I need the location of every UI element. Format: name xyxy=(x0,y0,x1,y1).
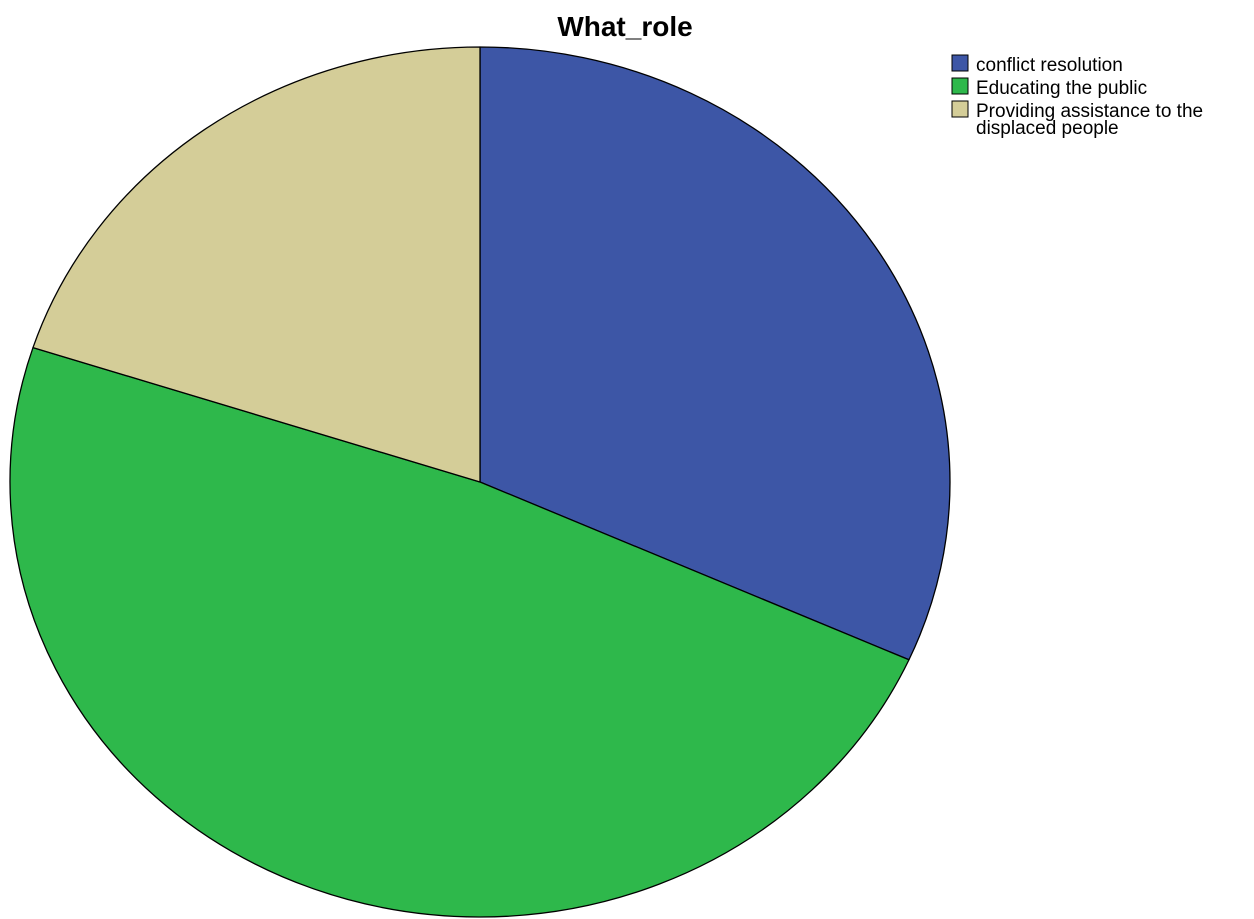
legend-label-2: Educating the public xyxy=(976,78,1147,99)
pie-slice-1 xyxy=(479,46,951,661)
pie-slice-2 xyxy=(9,346,910,918)
pie-slice-3 xyxy=(32,46,481,483)
legend-swatch-1 xyxy=(951,54,969,72)
legend-swatch-2 xyxy=(951,77,969,95)
chart-title: What_role xyxy=(557,11,692,42)
legend-swatch-3 xyxy=(951,100,969,118)
legend-label-1: conflict resolution xyxy=(976,55,1123,76)
pie-slices xyxy=(9,46,951,918)
legend-label-3: Providing assistance to the displaced peo… xyxy=(976,101,1203,139)
